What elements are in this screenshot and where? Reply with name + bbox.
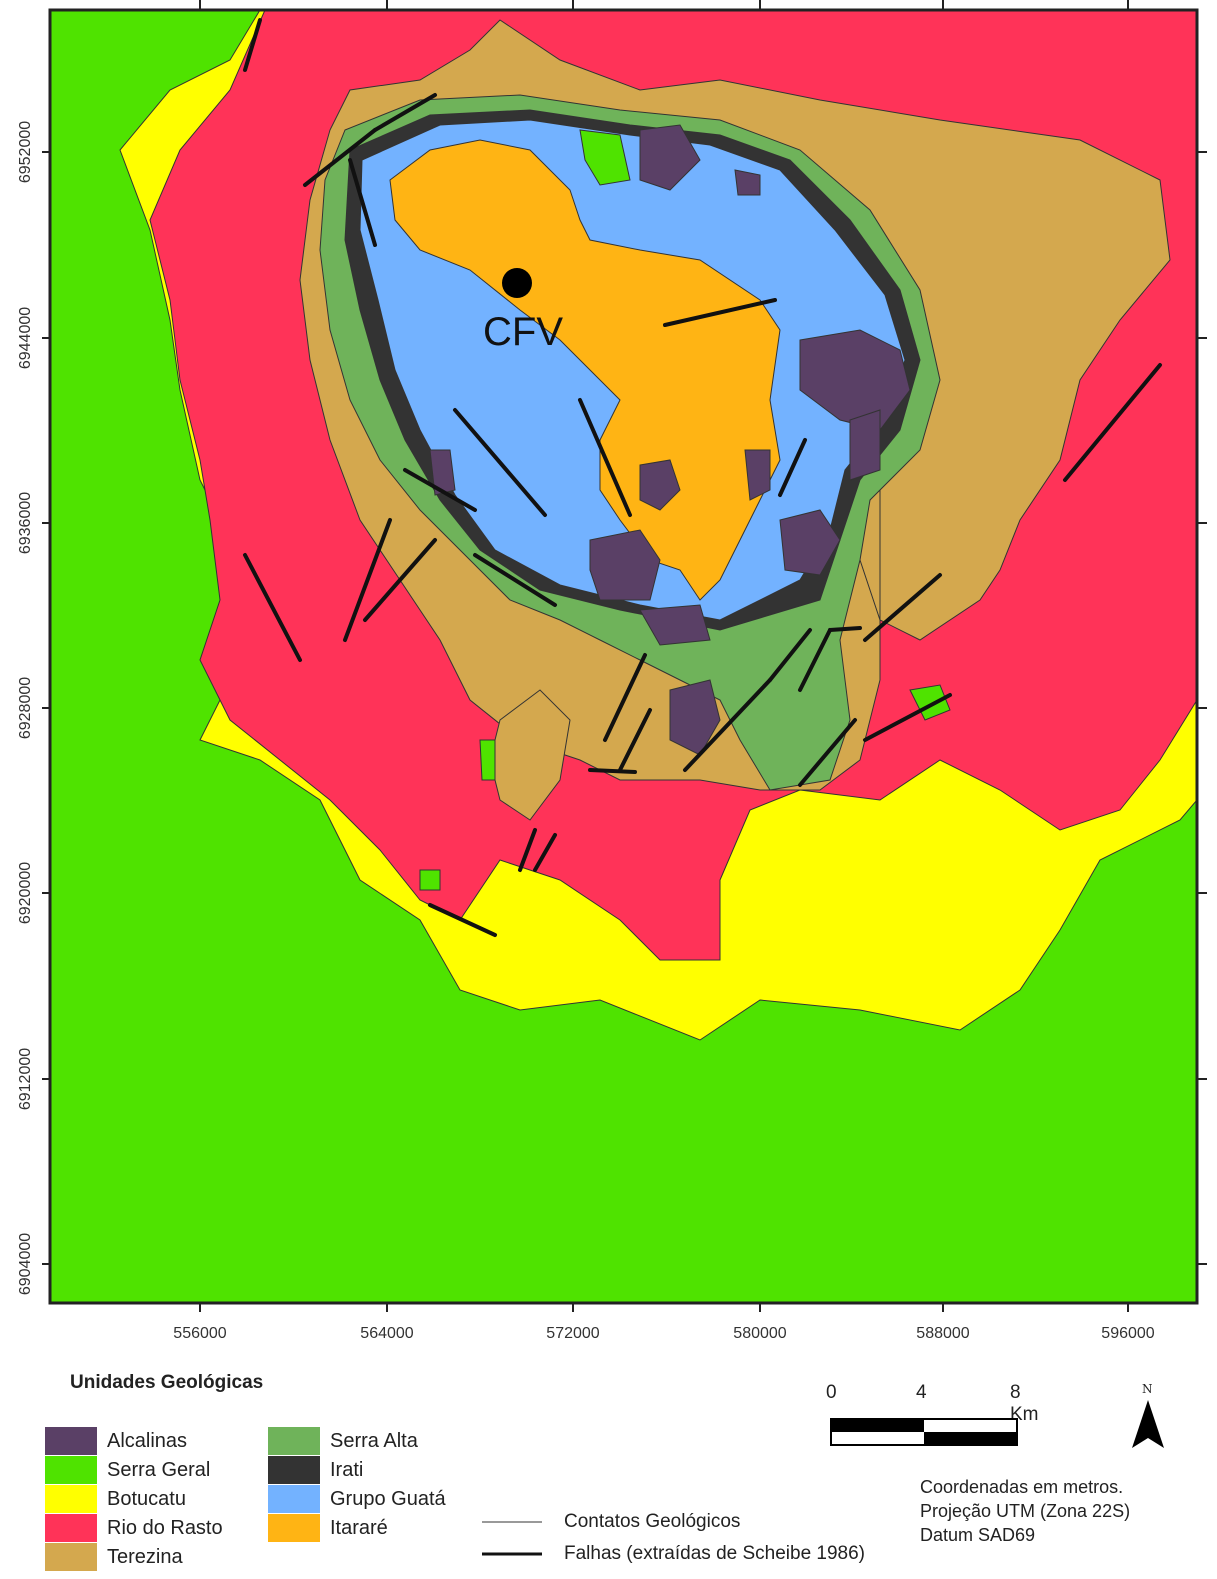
scale-mid: 4 bbox=[916, 1382, 927, 1403]
site-label: CFV bbox=[483, 310, 563, 354]
legend-swatch bbox=[45, 1514, 97, 1542]
legend-title: Unidades Geológicas bbox=[70, 1372, 264, 1393]
legend-contacts-label: Contatos Geológicos bbox=[564, 1511, 741, 1532]
north-label: N bbox=[1142, 1382, 1153, 1396]
y-tick-label: 6936000 bbox=[17, 492, 34, 554]
legend-unit-label: Grupo Guatá bbox=[330, 1487, 446, 1510]
axis-ticks: 556000 564000 572000 580000 588000 596000 6952… bbox=[17, 0, 1207, 1342]
legend-unit-label: Irati bbox=[330, 1458, 364, 1481]
legend-unit-label: Terezina bbox=[107, 1545, 183, 1568]
north-arrow-icon bbox=[1132, 1400, 1164, 1448]
legend-unit: Irati bbox=[268, 1456, 364, 1484]
y-tick-label: 6944000 bbox=[17, 307, 34, 369]
x-tick-label: 572000 bbox=[546, 1325, 599, 1342]
legend-unit-label: Serra Alta bbox=[330, 1429, 418, 1452]
x-tick-label: 596000 bbox=[1101, 1325, 1154, 1342]
x-tick-label: 580000 bbox=[733, 1325, 786, 1342]
legend-unit: Serra Alta bbox=[268, 1427, 418, 1455]
projection-info: Coordenadas em metros. Projeção UTM (Zon… bbox=[920, 1475, 1130, 1547]
x-tick-label: 564000 bbox=[360, 1325, 413, 1342]
unit-alcalinas-bodies bbox=[429, 124, 911, 756]
legend-faults: Falhas (extraídas de Scheibe 1986) bbox=[482, 1543, 865, 1565]
projection-line-3: Datum SAD69 bbox=[920, 1525, 1036, 1545]
legend-swatch bbox=[268, 1456, 320, 1484]
site-marker bbox=[502, 268, 532, 298]
unit-itarare-area bbox=[389, 139, 781, 601]
legend-swatch bbox=[45, 1456, 97, 1484]
legend-unit-label: Rio do Rasto bbox=[107, 1516, 223, 1539]
y-tick-label: 6928000 bbox=[17, 677, 34, 739]
legend-unit: Terezina bbox=[45, 1543, 183, 1571]
legend-unit: Grupo Guatá bbox=[268, 1485, 446, 1513]
legend-swatch bbox=[45, 1427, 97, 1455]
y-tick-label: 6952000 bbox=[17, 121, 34, 183]
scale-zero: 0 bbox=[826, 1382, 837, 1403]
scale-bar: 0 4 8 Km bbox=[826, 1382, 1039, 1452]
legend-unit-label: Alcalinas bbox=[107, 1429, 188, 1452]
x-tick-label: 556000 bbox=[173, 1325, 226, 1342]
fault-line-sample bbox=[482, 1552, 542, 1556]
projection-line-1: Coordenadas em metros. bbox=[920, 1477, 1124, 1497]
legend-unit: Serra Geral bbox=[45, 1456, 211, 1484]
y-tick-label: 6912000 bbox=[17, 1048, 34, 1110]
y-tick-label: 6904000 bbox=[17, 1233, 34, 1295]
legend-unit-label: Serra Geral bbox=[107, 1458, 211, 1481]
legend-unit: Rio do Rasto bbox=[45, 1514, 223, 1542]
contact-line-sample bbox=[482, 1521, 542, 1523]
x-tick-label: 588000 bbox=[916, 1325, 969, 1342]
legend-unit: Botucatu bbox=[45, 1485, 186, 1513]
unit-serra-geral-remnants bbox=[419, 129, 951, 891]
legend-swatch bbox=[268, 1514, 320, 1542]
scale-bar-graphic bbox=[830, 1418, 1018, 1446]
projection-line-2: Projeção UTM (Zona 22S) bbox=[920, 1501, 1131, 1521]
legend-unit-label: Itararé bbox=[330, 1516, 388, 1539]
map-frame bbox=[48, 8, 1199, 1305]
legend-swatch bbox=[45, 1543, 97, 1571]
y-tick-label: 6920000 bbox=[17, 862, 34, 924]
legend-unit: Itararé bbox=[268, 1514, 388, 1542]
legend-swatch bbox=[45, 1485, 97, 1513]
legend-unit-label: Botucatu bbox=[107, 1487, 186, 1510]
fault-lines bbox=[243, 18, 1162, 937]
legend-contacts: Contatos Geológicos bbox=[482, 1511, 740, 1533]
legend-faults-label: Falhas (extraídas de Scheibe 1986) bbox=[564, 1543, 866, 1564]
legend-swatch bbox=[268, 1427, 320, 1455]
legend-unit: Alcalinas bbox=[45, 1427, 188, 1455]
north-arrow: N bbox=[1128, 1382, 1168, 1452]
legend-swatch bbox=[268, 1485, 320, 1513]
